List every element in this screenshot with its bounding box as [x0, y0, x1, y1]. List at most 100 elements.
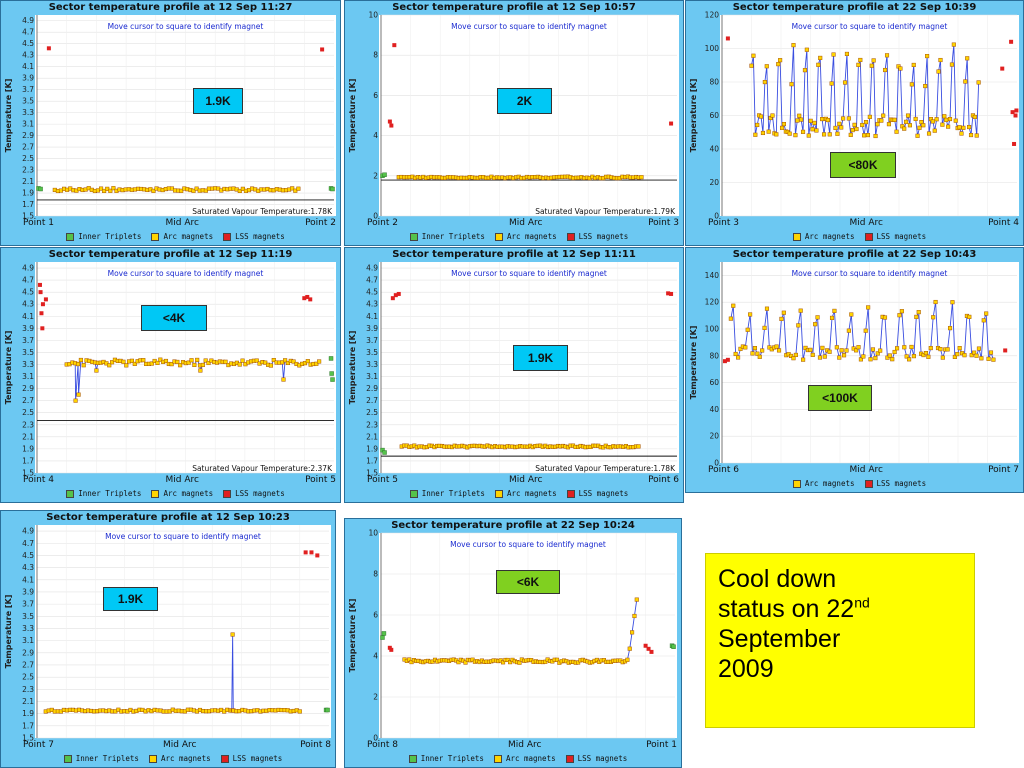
- arc-magnet-marker[interactable]: [186, 360, 191, 365]
- arc-magnet-marker[interactable]: [957, 125, 962, 130]
- arc-magnet-marker[interactable]: [820, 117, 825, 122]
- arc-magnet-marker[interactable]: [268, 363, 273, 368]
- lss-magnet-marker[interactable]: [40, 326, 45, 331]
- arc-magnet-marker[interactable]: [940, 355, 945, 360]
- arc-magnet-marker[interactable]: [791, 356, 796, 361]
- arc-magnet-marker[interactable]: [627, 646, 632, 651]
- lss-magnet-marker[interactable]: [396, 291, 401, 296]
- arc-magnet-marker[interactable]: [793, 133, 798, 138]
- inner-triplet-marker[interactable]: [382, 450, 387, 455]
- arc-magnet-marker[interactable]: [952, 354, 957, 359]
- arc-magnet-marker[interactable]: [914, 314, 919, 319]
- arc-magnet-marker[interactable]: [892, 349, 897, 355]
- arc-magnet-marker[interactable]: [766, 129, 771, 134]
- arc-magnet-marker[interactable]: [898, 66, 903, 71]
- arc-magnet-marker[interactable]: [814, 128, 819, 133]
- arc-magnet-marker[interactable]: [141, 358, 146, 363]
- arc-magnet-marker[interactable]: [314, 361, 319, 366]
- arc-magnet-marker[interactable]: [865, 133, 870, 138]
- arc-magnet-marker[interactable]: [923, 83, 928, 89]
- arc-magnet-marker[interactable]: [802, 68, 807, 73]
- arc-magnet-marker[interactable]: [755, 122, 760, 128]
- arc-magnet-marker[interactable]: [774, 344, 779, 349]
- lss-magnet-marker[interactable]: [669, 291, 674, 296]
- arc-magnet-marker[interactable]: [200, 362, 205, 367]
- arc-magnet-marker[interactable]: [750, 351, 755, 356]
- arc-magnet-marker[interactable]: [787, 131, 792, 136]
- lss-magnet-marker[interactable]: [643, 643, 648, 648]
- arc-magnet-marker[interactable]: [902, 126, 907, 131]
- arc-magnet-marker[interactable]: [94, 368, 99, 373]
- lss-magnet-marker[interactable]: [43, 297, 48, 302]
- arc-magnet-marker[interactable]: [967, 124, 972, 130]
- lss-magnet-marker[interactable]: [302, 296, 307, 301]
- arc-magnet-marker[interactable]: [283, 358, 288, 363]
- arc-magnet-marker[interactable]: [873, 133, 878, 139]
- arc-magnet-marker[interactable]: [979, 356, 984, 361]
- arc-magnet-marker[interactable]: [887, 353, 892, 358]
- arc-magnet-marker[interactable]: [796, 323, 801, 328]
- arc-magnet-marker[interactable]: [789, 353, 794, 358]
- lss-magnet-marker[interactable]: [389, 123, 394, 128]
- arc-magnet-marker[interactable]: [821, 132, 827, 137]
- lss-magnet-marker[interactable]: [39, 311, 44, 316]
- arc-magnet-marker[interactable]: [933, 299, 938, 305]
- arc-magnet-marker[interactable]: [963, 79, 968, 84]
- arc-magnet-marker[interactable]: [882, 315, 888, 320]
- arc-magnet-marker[interactable]: [639, 175, 644, 180]
- arc-magnet-marker[interactable]: [858, 57, 863, 63]
- arc-magnet-marker[interactable]: [189, 358, 194, 363]
- arc-magnet-marker[interactable]: [758, 114, 764, 119]
- arc-magnet-marker[interactable]: [883, 67, 888, 73]
- arc-magnet-marker[interactable]: [816, 62, 821, 67]
- arc-magnet-marker[interactable]: [870, 347, 876, 352]
- arc-magnet-marker[interactable]: [237, 188, 242, 193]
- arc-magnet-marker[interactable]: [779, 316, 784, 321]
- arc-magnet-marker[interactable]: [271, 357, 276, 363]
- arc-magnet-marker[interactable]: [817, 355, 823, 360]
- lss-magnet-marker[interactable]: [646, 646, 651, 651]
- arc-magnet-marker[interactable]: [858, 357, 863, 362]
- arc-magnet-marker[interactable]: [884, 53, 890, 58]
- lss-magnet-marker[interactable]: [669, 121, 674, 126]
- arc-magnet-marker[interactable]: [291, 359, 296, 364]
- arc-magnet-marker[interactable]: [810, 352, 815, 357]
- arc-magnet-marker[interactable]: [957, 346, 962, 351]
- arc-magnet-marker[interactable]: [753, 132, 758, 137]
- arc-magnet-marker[interactable]: [842, 80, 848, 85]
- arc-magnet-marker[interactable]: [868, 357, 873, 362]
- arc-magnet-marker[interactable]: [179, 188, 184, 193]
- arc-magnet-marker[interactable]: [774, 132, 779, 137]
- lss-magnet-marker[interactable]: [1012, 141, 1017, 146]
- arc-magnet-marker[interactable]: [829, 81, 834, 86]
- arc-magnet-marker[interactable]: [463, 660, 468, 665]
- arc-magnet-marker[interactable]: [934, 117, 939, 122]
- arc-magnet-marker[interactable]: [905, 113, 911, 118]
- arc-magnet-marker[interactable]: [812, 120, 817, 125]
- arc-magnet-marker[interactable]: [576, 660, 581, 665]
- arc-magnet-marker[interactable]: [833, 125, 838, 130]
- lss-magnet-marker[interactable]: [725, 357, 730, 362]
- lss-magnet-marker[interactable]: [46, 46, 51, 51]
- arc-magnet-marker[interactable]: [969, 353, 974, 358]
- arc-magnet-marker[interactable]: [911, 354, 916, 359]
- lss-magnet-marker[interactable]: [37, 282, 42, 287]
- arc-magnet-marker[interactable]: [804, 47, 809, 52]
- arc-magnet-marker[interactable]: [862, 133, 867, 138]
- arc-magnet-marker[interactable]: [155, 360, 160, 365]
- arc-magnet-marker[interactable]: [881, 113, 886, 118]
- arc-magnet-marker[interactable]: [803, 345, 808, 350]
- arc-magnet-marker[interactable]: [915, 133, 920, 138]
- lss-magnet-marker[interactable]: [390, 296, 395, 301]
- arc-magnet-marker[interactable]: [949, 62, 954, 67]
- arc-magnet-marker[interactable]: [832, 308, 837, 313]
- arc-magnet-marker[interactable]: [281, 377, 286, 382]
- lss-magnet-marker[interactable]: [40, 302, 45, 307]
- arc-magnet-marker[interactable]: [926, 354, 931, 359]
- arc-magnet-marker[interactable]: [736, 355, 741, 360]
- arc-magnet-marker[interactable]: [760, 130, 766, 136]
- arc-magnet-marker[interactable]: [972, 350, 977, 355]
- lss-magnet-marker[interactable]: [725, 36, 730, 41]
- inner-triplet-marker[interactable]: [330, 377, 335, 382]
- arc-magnet-marker[interactable]: [955, 352, 960, 357]
